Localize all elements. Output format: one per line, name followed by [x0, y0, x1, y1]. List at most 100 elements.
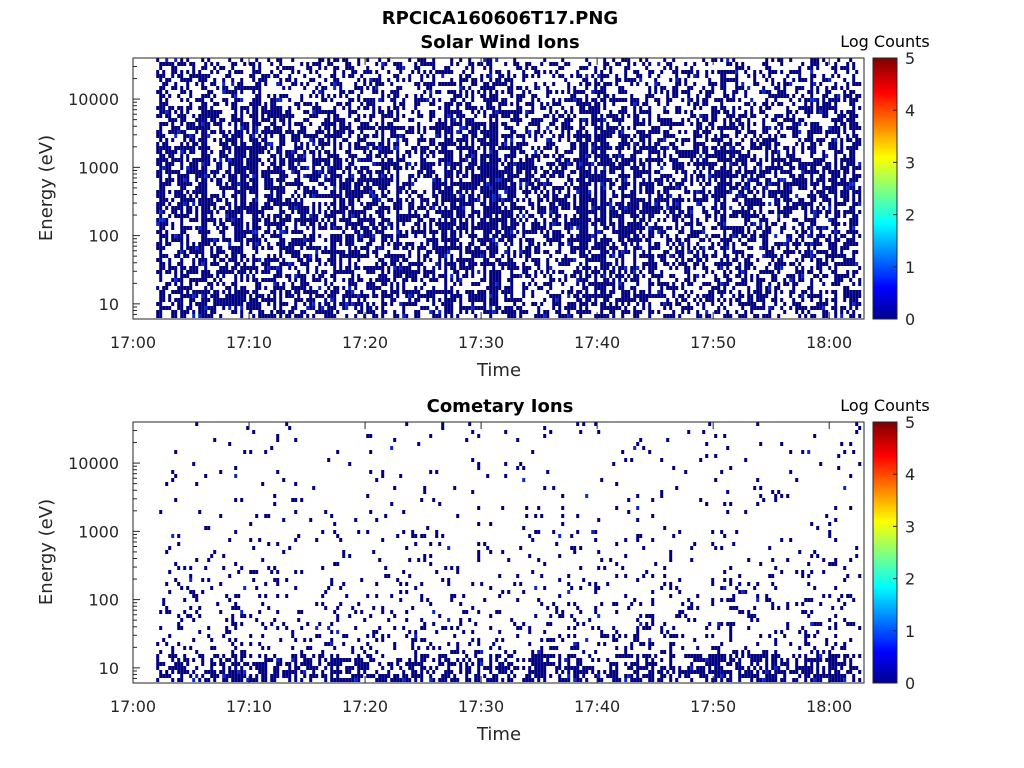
count-cell — [393, 314, 397, 318]
count-cell — [489, 222, 493, 226]
count-cell — [360, 194, 364, 198]
count-cell — [495, 270, 499, 274]
count-cell — [282, 170, 286, 174]
count-cell — [186, 226, 190, 230]
count-cell — [255, 98, 259, 102]
count-cell — [519, 254, 523, 258]
count-cell — [543, 206, 547, 210]
count-cell — [426, 174, 430, 178]
count-cell — [489, 114, 493, 118]
count-cell — [222, 134, 226, 138]
count-cell — [180, 234, 184, 238]
count-cell — [369, 286, 373, 290]
count-cell — [207, 114, 211, 118]
count-cell — [453, 234, 457, 238]
count-cell — [273, 274, 277, 278]
count-cell — [579, 174, 583, 178]
count-cell — [315, 114, 319, 118]
count-cell — [444, 158, 448, 162]
count-cell — [444, 250, 448, 254]
count-cell — [291, 294, 295, 298]
count-cell — [381, 258, 385, 262]
count-cell — [495, 230, 499, 234]
count-cell — [396, 282, 400, 286]
count-cell — [525, 230, 529, 234]
count-cell — [573, 142, 577, 146]
count-cell — [159, 246, 163, 250]
count-cell — [426, 86, 430, 90]
count-cell — [477, 198, 481, 202]
count-cell — [429, 138, 433, 142]
count-cell — [396, 178, 400, 182]
count-cell — [504, 178, 508, 182]
count-cell — [315, 170, 319, 174]
count-cell — [276, 126, 280, 130]
count-cell — [237, 134, 241, 138]
count-cell — [264, 106, 268, 110]
count-cell — [387, 138, 391, 142]
count-cell — [540, 118, 544, 122]
count-cell — [231, 62, 235, 66]
count-cell — [222, 266, 226, 270]
count-cell — [213, 258, 217, 262]
count-cell — [420, 138, 424, 142]
count-cell — [453, 262, 457, 266]
count-cell — [360, 246, 364, 250]
count-cell — [552, 198, 556, 202]
count-cell — [480, 190, 484, 194]
count-cell — [387, 266, 391, 270]
count-cell — [219, 126, 223, 130]
count-cell — [495, 286, 499, 290]
count-cell — [414, 302, 418, 306]
count-cell — [459, 82, 463, 86]
count-cell — [363, 266, 367, 270]
count-cell — [468, 74, 472, 78]
count-cell — [273, 278, 277, 282]
count-cell — [525, 162, 529, 166]
count-cell — [333, 190, 337, 194]
count-cell — [294, 222, 298, 226]
count-cell — [375, 62, 379, 66]
count-cell — [351, 162, 355, 166]
count-cell — [351, 294, 355, 298]
count-cell — [462, 202, 466, 206]
count-cell — [522, 290, 526, 294]
count-cell — [312, 154, 316, 158]
count-cell — [240, 178, 244, 182]
count-cell — [171, 154, 175, 158]
count-cell — [582, 238, 586, 242]
count-cell — [345, 306, 349, 310]
count-cell — [369, 222, 373, 226]
count-cell — [237, 230, 241, 234]
count-cell — [180, 230, 184, 234]
count-cell — [270, 70, 274, 74]
count-cell — [534, 302, 538, 306]
count-cell — [333, 130, 337, 134]
count-cell — [483, 258, 487, 262]
count-cell — [297, 102, 301, 106]
count-cell — [216, 194, 220, 198]
count-cell — [357, 294, 361, 298]
count-cell — [459, 262, 463, 266]
count-cell — [495, 198, 499, 202]
count-cell — [486, 230, 490, 234]
count-cell — [279, 182, 283, 186]
count-cell — [492, 270, 496, 274]
count-cell — [324, 78, 328, 82]
count-cell — [273, 222, 277, 226]
count-cell — [264, 206, 268, 210]
count-cell — [504, 286, 508, 290]
count-cell — [345, 66, 349, 70]
count-cell — [231, 78, 235, 82]
count-cell — [498, 110, 502, 114]
count-cell — [297, 138, 301, 142]
count-cell — [567, 162, 571, 166]
count-cell — [432, 246, 436, 250]
count-cell — [564, 214, 568, 218]
count-cell — [585, 86, 589, 90]
count-cell — [471, 302, 475, 306]
count-cell — [414, 286, 418, 290]
count-cell — [333, 178, 337, 182]
count-cell — [540, 174, 544, 178]
count-cell — [372, 142, 376, 146]
